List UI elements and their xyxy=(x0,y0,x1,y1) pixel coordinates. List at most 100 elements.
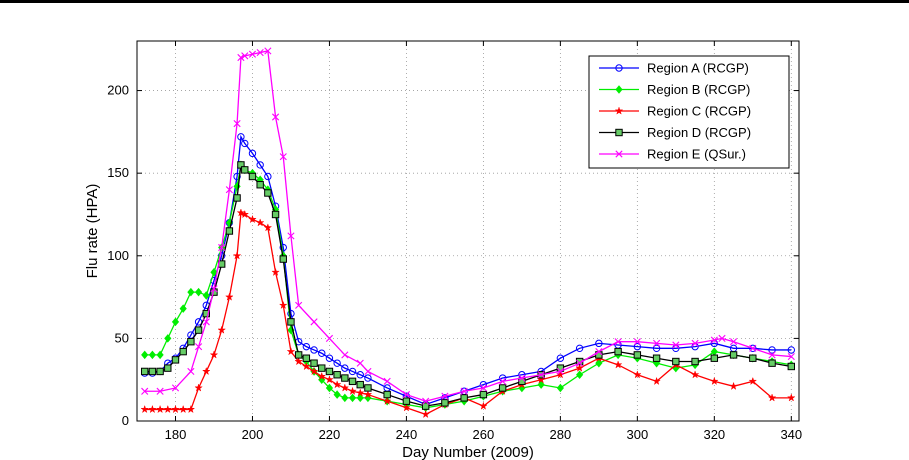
legend-marker xyxy=(615,150,623,158)
data-point xyxy=(556,367,564,376)
data-point xyxy=(364,384,372,392)
data-point xyxy=(294,356,304,366)
legend-item: Region E (QSur.) xyxy=(599,147,746,162)
data-point xyxy=(256,48,264,57)
data-point xyxy=(194,326,203,334)
data-point xyxy=(310,346,318,354)
data-point xyxy=(264,47,272,55)
data-point xyxy=(333,359,341,367)
plot-area-frame xyxy=(136,40,800,422)
data-point xyxy=(140,404,150,414)
data-point xyxy=(279,243,287,252)
data-point xyxy=(163,404,173,414)
data-point xyxy=(256,161,264,169)
data-point xyxy=(263,223,273,232)
data-point xyxy=(364,367,372,376)
data-point xyxy=(537,380,545,389)
data-point xyxy=(264,172,272,181)
data-point xyxy=(148,404,157,414)
data-point xyxy=(729,381,738,391)
data-point xyxy=(595,339,603,348)
data-point xyxy=(210,285,218,293)
data-point xyxy=(479,390,488,399)
data-point xyxy=(310,359,318,367)
data-point xyxy=(187,367,195,376)
data-point xyxy=(287,318,295,326)
data-point xyxy=(236,208,246,217)
data-point xyxy=(402,397,411,405)
data-point xyxy=(356,371,364,379)
x-tick-label: 240 xyxy=(396,427,418,442)
data-point xyxy=(248,50,257,58)
legend-marker xyxy=(615,85,623,94)
x-tick-label: 300 xyxy=(626,427,648,442)
data-point xyxy=(460,394,468,402)
data-point xyxy=(271,113,280,121)
data-point xyxy=(718,334,726,342)
data-point xyxy=(256,181,264,189)
data-point xyxy=(786,393,796,402)
data-point xyxy=(294,351,303,359)
data-point xyxy=(518,377,526,386)
data-point xyxy=(749,344,757,353)
legend-label: Region D (RCGP) xyxy=(647,125,751,140)
data-point xyxy=(194,343,203,351)
y-axis-label: Flu rate (HPA) xyxy=(84,184,101,279)
data-point xyxy=(652,344,661,353)
data-series xyxy=(140,47,796,419)
data-point xyxy=(240,209,250,219)
data-point xyxy=(155,404,165,414)
data-point xyxy=(271,210,280,219)
data-point xyxy=(748,376,758,386)
data-point xyxy=(709,376,719,386)
data-point xyxy=(156,367,164,376)
legend-item: Region D (RCGP) xyxy=(599,125,751,140)
data-point xyxy=(768,351,776,359)
data-point xyxy=(187,337,195,346)
data-point xyxy=(325,354,334,362)
data-point xyxy=(171,317,180,327)
data-point xyxy=(194,383,203,392)
x-tick-label: 320 xyxy=(703,427,725,442)
data-point xyxy=(348,393,357,403)
data-point xyxy=(309,366,319,376)
series-line xyxy=(144,163,792,409)
data-point xyxy=(264,189,272,197)
data-point xyxy=(787,352,795,361)
data-point xyxy=(749,354,757,362)
data-point xyxy=(633,338,641,346)
data-point xyxy=(241,166,249,174)
legend-item: Region B (RCGP) xyxy=(599,82,750,97)
data-point xyxy=(402,390,411,399)
data-point xyxy=(383,390,391,399)
data-point xyxy=(768,346,776,354)
series-line xyxy=(144,211,792,416)
data-point xyxy=(255,218,265,227)
data-point xyxy=(241,139,249,148)
data-point xyxy=(209,350,219,359)
data-point xyxy=(325,334,334,342)
data-point xyxy=(318,349,326,357)
x-tick-label: 180 xyxy=(165,427,187,442)
data-point xyxy=(768,359,776,367)
data-point xyxy=(691,339,699,347)
data-point xyxy=(556,354,565,362)
data-point xyxy=(614,347,622,356)
data-point xyxy=(340,383,350,392)
data-point xyxy=(140,367,149,376)
data-point xyxy=(421,402,430,410)
data-point xyxy=(237,133,245,141)
data-point xyxy=(237,53,245,62)
data-point xyxy=(441,399,449,407)
data-point xyxy=(710,347,718,356)
data-point xyxy=(402,403,411,412)
data-point xyxy=(194,287,203,297)
data-point xyxy=(479,401,488,410)
data-point xyxy=(348,386,357,396)
data-point xyxy=(613,360,623,369)
data-point xyxy=(787,362,796,371)
data-point xyxy=(302,354,311,362)
y-tick-label: 100 xyxy=(107,248,129,263)
data-point xyxy=(710,336,718,344)
data-point xyxy=(171,404,180,414)
